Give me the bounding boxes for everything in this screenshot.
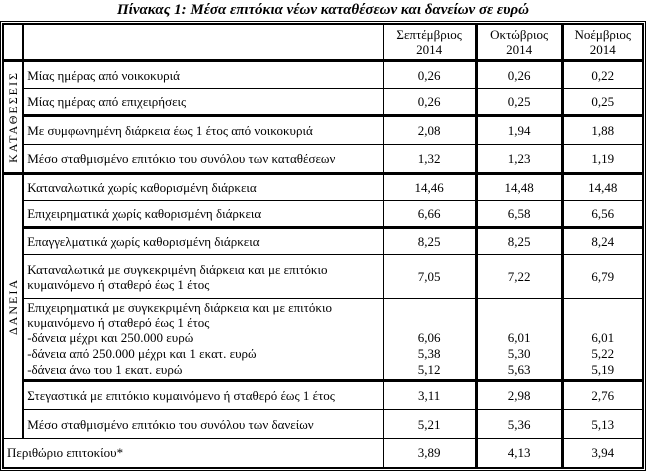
- header-corner-cell: [2, 23, 25, 62]
- rate-value: 0,25: [560, 88, 644, 117]
- column-header-month: Νοέμβριος: [574, 27, 632, 42]
- rate-value: 0,26: [382, 60, 477, 89]
- table-row: Επιχειρηματικά με συγκεκριμένη διάρκεια …: [3, 298, 644, 382]
- row-sublabel-text: -δάνεια από 250.000 μέχρι και 1 εκατ. ευ…: [27, 346, 257, 361]
- row-label: Επαγγελματικά χωρίς καθορισμένη διάρκεια: [22, 227, 384, 255]
- rate-subvalues-col-2: 6,01 5,30 5,63: [474, 298, 563, 382]
- rate-value: 3,11: [382, 380, 477, 410]
- rate-value: 1,94: [474, 115, 563, 145]
- table-row: Μίας ημέρας από επιχειρήσεις 0,26 0,25 0,25: [3, 88, 644, 117]
- table-row: Επιχειρηματικά χωρίς καθορισμένη διάρκει…: [3, 200, 644, 229]
- rate-value: 0,22: [560, 60, 644, 89]
- row-label: Στεγαστικά με επιτόκιο κυμαινόμενο ή στα…: [22, 380, 384, 410]
- section-label-loans: ΔΑΝΕΙΑ: [2, 173, 25, 439]
- column-header-1: Σεπτέμβριος 2014: [382, 23, 477, 62]
- rate-value: 2,98: [474, 380, 563, 410]
- rate-value: 14,46: [382, 173, 477, 201]
- row-sublabel-text: -δάνεια άνω του 1 εκατ. ευρώ: [27, 362, 183, 377]
- row-label: Καταναλωτικά χωρίς καθορισμένη διάρκεια: [22, 173, 384, 201]
- rate-value: 1,19: [560, 144, 644, 175]
- rate-value: 6,58: [474, 200, 563, 229]
- rate-value: 5,12: [417, 362, 441, 377]
- rate-value: 7,05: [382, 254, 477, 299]
- section-label-deposits: ΚΑΤΑΘΕΣΕΙΣ: [2, 60, 25, 175]
- rate-value: 8,25: [382, 227, 477, 255]
- rate-value: 6,06: [417, 330, 441, 345]
- row-label: Μέσο σταθμισμένο επιτόκιο του συνόλου τω…: [22, 409, 384, 439]
- rate-value: 5,13: [560, 409, 644, 439]
- column-header-month: Σεπτέμβριος: [396, 27, 462, 42]
- table-row: Καταναλωτικά με συγκεκριμένη διάρκεια κα…: [3, 254, 644, 299]
- footer-row: Περιθώριο επιτοκίου* 3,89 4,13 3,94: [2, 438, 644, 468]
- rate-value: 2,76: [560, 380, 644, 410]
- table-title: Πίνακας 1: Μέσα επιτόκια νέων καταθέσεων…: [116, 2, 530, 18]
- rate-value: 5,21: [382, 409, 477, 439]
- table-row: Με συμφωνημένη διάρκεια έως 1 έτος από ν…: [3, 115, 644, 145]
- table-row: ΚΑΤΑΘΕΣΕΙΣ Μίας ημέρας από νοικοκυριά 0,26…: [2, 60, 644, 175]
- column-header-month: Οκτώβριος: [490, 27, 549, 42]
- section-label-text: ΚΑΤΑΘΕΣΕΙΣ: [5, 71, 20, 163]
- row-label: Μίας ημέρας από επιχειρήσεις: [22, 88, 384, 117]
- rates-table: Σεπτέμβριος 2014 Οκτώβριος 2014 Νοέμβριος 201…: [2, 23, 644, 469]
- rate-value: 1,88: [560, 115, 644, 145]
- rate-value: 6,66: [382, 200, 477, 229]
- rate-value: 5,36: [474, 409, 563, 439]
- rate-value: 5,63: [507, 362, 531, 377]
- rate-value: 5,19: [591, 362, 615, 377]
- row-label-text: Επιχειρηματικά με συγκεκριμένη διάρκεια …: [27, 300, 332, 330]
- rate-value: 6,01: [591, 330, 615, 345]
- rate-value: 2,08: [382, 115, 477, 145]
- rates-table-body: Σεπτέμβριος 2014 Οκτώβριος 2014 Νοέμβριος 201…: [2, 23, 644, 468]
- row-label: Καταναλωτικά με συγκεκριμένη διάρκεια κα…: [22, 254, 384, 299]
- row-sublabel-text: -δάνεια μέχρι και 250.000 ευρώ: [27, 330, 194, 345]
- table-row: ΔΑΝΕΙΑ Καταναλωτικά χωρίς καθορισμένη διά…: [2, 173, 644, 439]
- row-label: Μίας ημέρας από νοικοκυριά: [22, 60, 384, 89]
- rate-value: 1,23: [474, 144, 563, 175]
- column-header-year: 2014: [506, 42, 533, 57]
- header-empty-label-cell: [22, 23, 384, 62]
- rate-value: 5,22: [591, 346, 615, 361]
- rate-subvalues-col-1: 6,06 5,38 5,12: [382, 298, 477, 382]
- rate-value: 3,94: [560, 438, 644, 468]
- rate-value: 6,79: [560, 254, 644, 299]
- table-row: Μέσο σταθμισμένο επιτόκιο του συνόλου τω…: [3, 144, 644, 175]
- column-header-year: 2014: [589, 42, 616, 57]
- row-label: Με συμφωνημένη διάρκεια έως 1 έτος από ν…: [22, 115, 384, 145]
- row-label: Επιχειρηματικά χωρίς καθορισμένη διάρκει…: [22, 200, 384, 229]
- rate-value: 4,13: [474, 438, 563, 468]
- table-row: Στεγαστικά με επιτόκιο κυμαινόμενο ή στα…: [3, 380, 644, 410]
- column-header-2: Οκτώβριος 2014: [474, 23, 563, 62]
- rate-value: 8,24: [560, 227, 644, 255]
- rate-value: 8,25: [474, 227, 563, 255]
- rate-value: 0,26: [382, 88, 477, 117]
- rate-value: 6,56: [560, 200, 644, 229]
- rate-value: 5,30: [507, 346, 531, 361]
- column-header-year: 2014: [416, 42, 443, 57]
- rate-value: 14,48: [474, 173, 563, 201]
- rate-value: 3,89: [382, 438, 477, 468]
- table-row: Μέσο σταθμισμένο επιτόκιο του συνόλου τω…: [3, 409, 644, 439]
- column-header-3: Νοέμβριος 2014: [560, 23, 644, 62]
- rate-value: 0,26: [474, 60, 563, 89]
- rate-value: 5,38: [417, 346, 441, 361]
- rate-value: 7,22: [474, 254, 563, 299]
- rate-value: 6,01: [507, 330, 531, 345]
- rate-subvalues-col-3: 6,01 5,22 5,19: [560, 298, 644, 382]
- rate-value: 1,32: [382, 144, 477, 175]
- section-label-text: ΔΑΝΕΙΑ: [5, 277, 20, 336]
- table-border-frame: Σεπτέμβριος 2014 Οκτώβριος 2014 Νοέμβριος 201…: [0, 21, 646, 471]
- table-row: Επαγγελματικά χωρίς καθορισμένη διάρκεια…: [3, 227, 644, 255]
- footer-label: Περιθώριο επιτοκίου*: [2, 438, 384, 468]
- header-row: Σεπτέμβριος 2014 Οκτώβριος 2014 Νοέμβριος 201…: [2, 23, 644, 62]
- row-label: Επιχειρηματικά με συγκεκριμένη διάρκεια …: [22, 298, 384, 382]
- rate-value: 0,25: [474, 88, 563, 117]
- rate-value: 14,48: [560, 173, 644, 201]
- row-label: Μέσο σταθμισμένο επιτόκιο του συνόλου τω…: [22, 144, 384, 175]
